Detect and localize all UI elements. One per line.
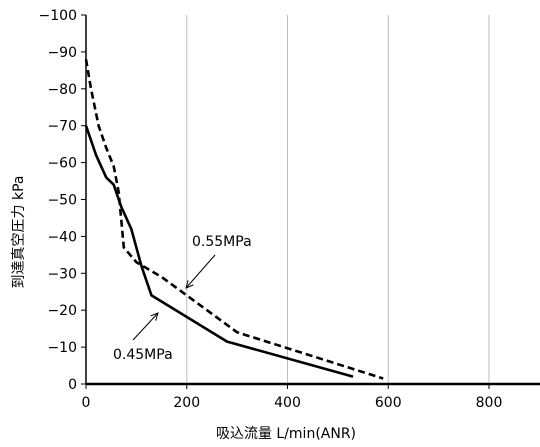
y-tick-label: −90 <box>47 45 77 61</box>
annotation-0.45mpa: 0.45MPa <box>113 347 173 363</box>
y-axis-title: 到達真空圧力 kPa <box>11 176 27 289</box>
y-tick-label: −80 <box>47 82 77 98</box>
y-tick-label: −70 <box>47 119 77 135</box>
annotations: 0.55MPa 0.45MPa <box>113 234 252 363</box>
x-tick-label: 400 <box>274 395 301 411</box>
annotation-arrow-0.45mpa <box>132 312 159 341</box>
series-line-0.45mpa <box>84 125 354 378</box>
x-tick-label: 800 <box>476 395 503 411</box>
annotation-0.55mpa: 0.55MPa <box>192 234 252 250</box>
series-line-0.55mpa <box>84 59 384 380</box>
series-lines <box>84 59 384 380</box>
y-tick-label: −10 <box>47 340 77 356</box>
arrowhead-0.55mpa <box>185 280 194 289</box>
x-tick-label: 200 <box>173 395 200 411</box>
x-tick-label: 600 <box>375 395 402 411</box>
y-tick-label: −40 <box>47 229 77 245</box>
axes <box>81 14 540 389</box>
y-tick-label: −20 <box>47 303 77 319</box>
grid-lines <box>186 15 490 384</box>
annotation-arrow-0.55mpa <box>185 254 216 289</box>
x-axis-title: 吸込流量 L/min(ANR) <box>216 426 356 442</box>
y-tick-label: −60 <box>47 156 77 172</box>
y-tick-label: −30 <box>47 266 77 282</box>
y-tick-label: −100 <box>39 8 77 24</box>
arrowhead-0.45mpa <box>150 312 159 321</box>
y-tick-label: −50 <box>47 193 77 209</box>
tick-labels: 0 −10 −20 −30 −40 −50 −60 −70 −80 −90 −100 0 200 400 6… <box>39 8 503 411</box>
y-tick-label: 0 <box>68 377 77 393</box>
x-tick-label: 0 <box>82 395 91 411</box>
